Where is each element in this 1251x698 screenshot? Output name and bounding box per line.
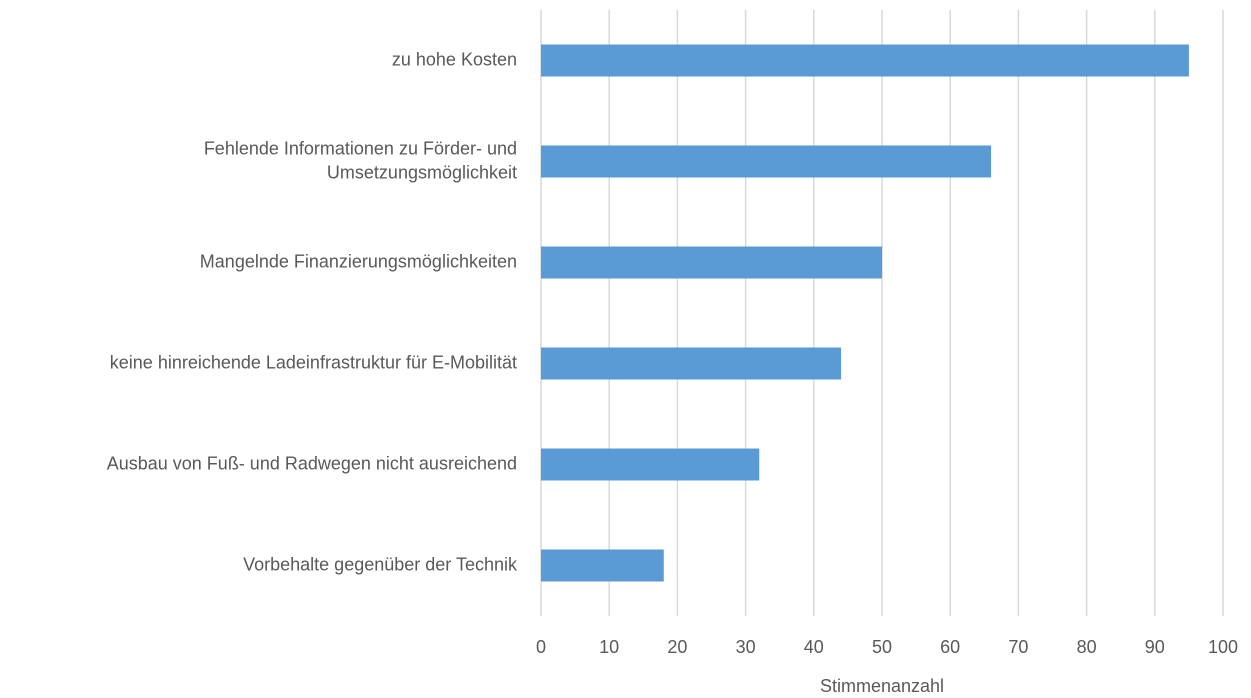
bar — [541, 549, 664, 582]
y-tick-label: Ausbau von Fuß- und Radwegen nicht ausre… — [107, 453, 517, 473]
y-tick-label: Fehlende Informationen zu Förder- und Ums… — [204, 138, 517, 182]
x-tick-label: 40 — [804, 637, 824, 657]
y-tick-label: Vorbehalte gegenüber der Technik — [243, 554, 518, 574]
x-tick-label: 50 — [872, 637, 892, 657]
x-tick-label: 100 — [1208, 637, 1238, 657]
x-tick-label: 90 — [1145, 637, 1165, 657]
bar — [541, 448, 760, 481]
y-tick-label: keine hinreichende Ladeinfrastruktur für… — [110, 352, 517, 372]
x-tick-label: 60 — [940, 637, 960, 657]
y-tick-label: Mangelnde Finanzierungsmöglichkeiten — [200, 251, 517, 271]
bar — [541, 145, 992, 178]
x-tick-label: 20 — [667, 637, 687, 657]
x-tick-label: 80 — [1077, 637, 1097, 657]
bar — [541, 44, 1189, 77]
bar — [541, 246, 882, 279]
bar — [541, 347, 842, 380]
x-tick-label: 10 — [599, 637, 619, 657]
y-tick-label: zu hohe Kosten — [392, 49, 517, 69]
x-tick-label: 0 — [536, 637, 546, 657]
x-tick-label: 70 — [1008, 637, 1028, 657]
x-tick-label: 30 — [736, 637, 756, 657]
x-axis-title: Stimmenanzahl — [820, 676, 944, 696]
